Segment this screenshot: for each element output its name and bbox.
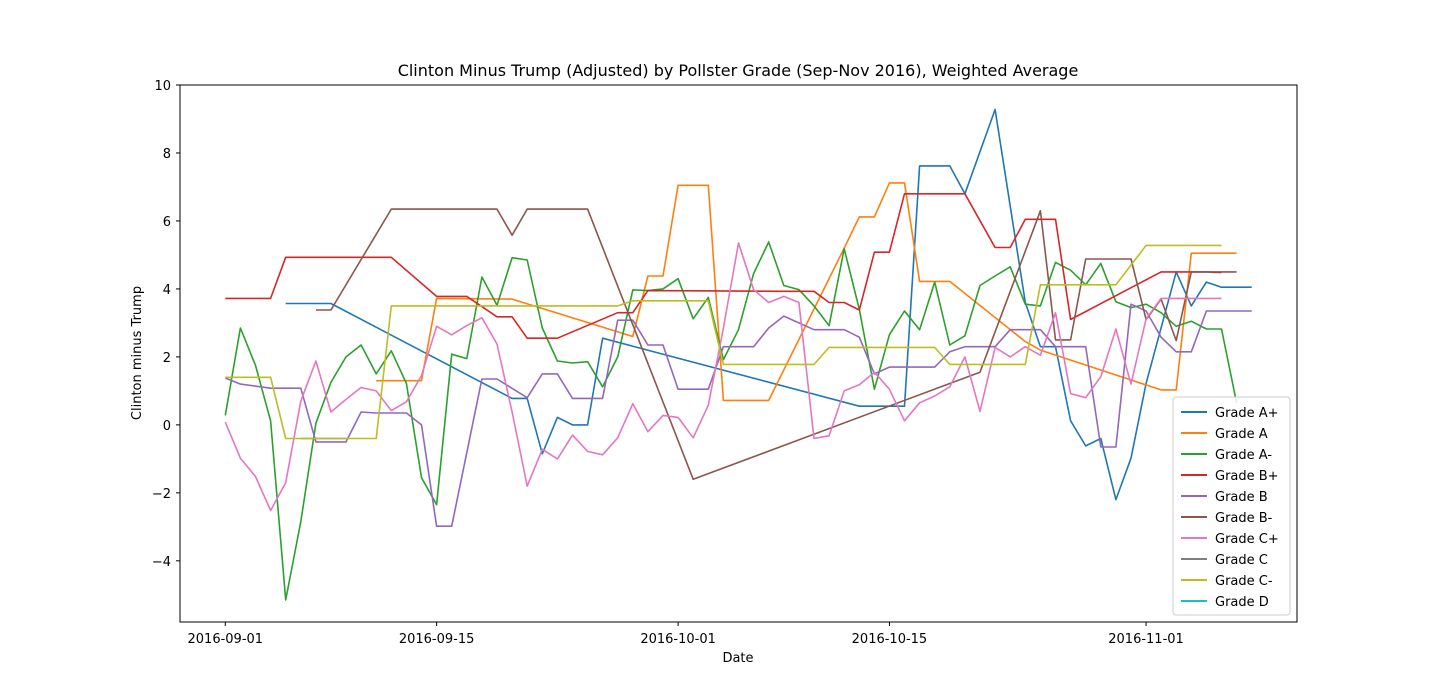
x-tick-label: 2016-09-01 — [188, 632, 264, 647]
y-tick-label: 4 — [163, 283, 171, 298]
legend-label: Grade A — [1215, 427, 1268, 442]
series-line-grade-aplus — [285, 108, 1252, 501]
y-tick-label: 0 — [163, 419, 171, 434]
y-tick-label: 8 — [163, 147, 171, 162]
legend-label: Grade B- — [1215, 511, 1273, 526]
legend-label: Grade C+ — [1215, 532, 1279, 547]
x-axis-label: Date — [722, 651, 753, 666]
legend: Grade A+ Grade A Grade A- Grade B+ Grade B Gr… — [1172, 396, 1291, 616]
series-line-grade-bplus — [225, 193, 1222, 339]
y-tick-label: 6 — [163, 215, 171, 230]
x-tick-label: 2016-10-15 — [852, 632, 928, 647]
x-tick-label: 2016-10-01 — [640, 632, 716, 647]
y-tick-label: −4 — [152, 555, 171, 570]
legend-label: Grade A+ — [1215, 406, 1279, 421]
y-axis-ticks: −4 −2 0 2 4 6 8 10 — [152, 79, 180, 570]
series-line-grade-a — [376, 182, 1237, 402]
legend-label: Grade B — [1215, 490, 1268, 505]
legend-label: Grade C- — [1215, 574, 1273, 589]
plot-area-frame — [179, 84, 1298, 623]
series-line-grade-b — [225, 303, 1252, 527]
series-line-grade-aminus — [224, 241, 1238, 601]
series-line-grade-cminus — [225, 244, 1222, 440]
legend-label: Grade B+ — [1215, 469, 1279, 484]
chart-title: Clinton Minus Trump (Adjusted) by Pollst… — [398, 61, 1079, 80]
x-tick-label: 2016-11-01 — [1108, 632, 1184, 647]
legend-label: Grade A- — [1215, 448, 1272, 463]
series-line-grade-cplus — [224, 242, 1222, 512]
legend-label: Grade C — [1215, 553, 1268, 568]
y-tick-label: −2 — [152, 487, 171, 502]
legend-frame — [1172, 396, 1291, 616]
y-tick-label: 2 — [163, 351, 171, 366]
plot-lines — [224, 108, 1252, 601]
x-tick-label: 2016-09-15 — [399, 632, 475, 647]
y-tick-label: 10 — [154, 79, 171, 94]
legend-label: Grade D — [1215, 595, 1269, 610]
y-axis-label: Clinton minus Trump — [130, 286, 145, 420]
x-axis-ticks: 2016-09-01 2016-09-15 2016-10-01 2016-10-15… — [188, 622, 1184, 647]
